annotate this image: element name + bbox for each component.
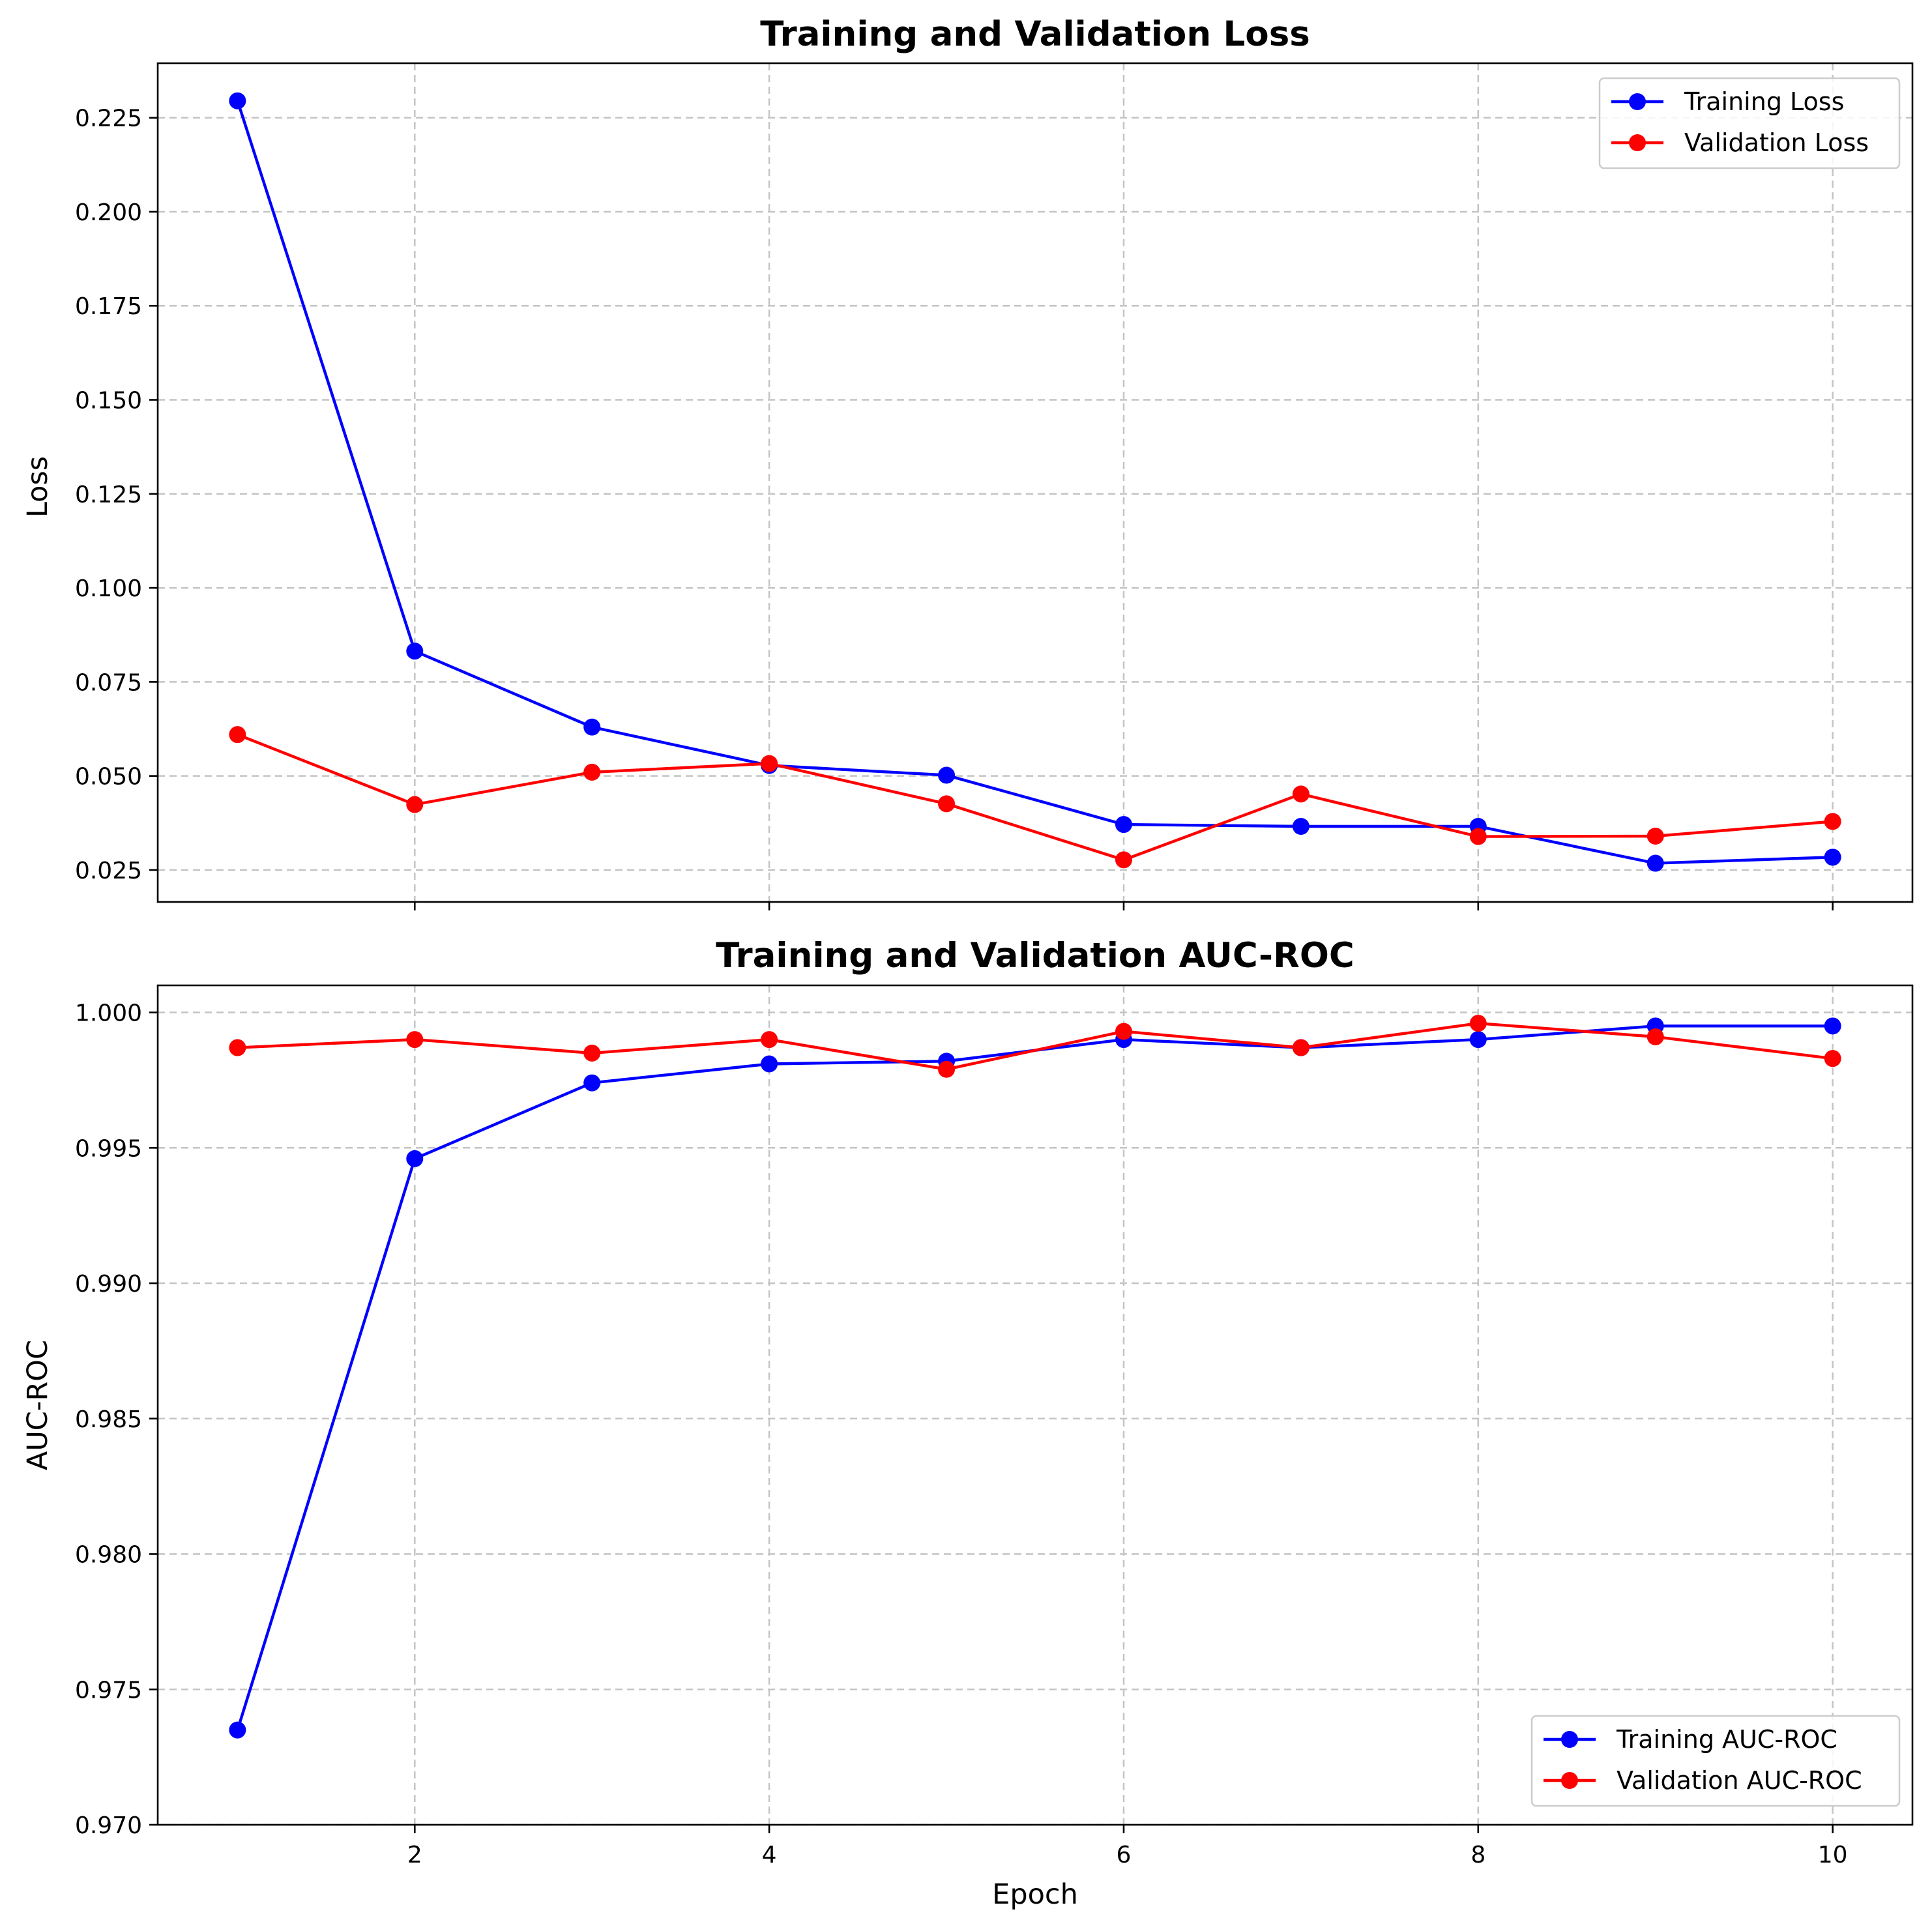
loss-y-tick-label: 0.100 bbox=[75, 575, 142, 602]
auc-roc-y-tick-label: 1.000 bbox=[75, 1000, 142, 1027]
training-loss-point bbox=[583, 718, 601, 736]
auc-roc-x-tick-label: 8 bbox=[1471, 1842, 1486, 1868]
training-loss-legend-marker bbox=[1629, 93, 1646, 110]
validation-loss-point bbox=[1647, 828, 1664, 845]
auc-roc-x-tick-label: 10 bbox=[1818, 1842, 1848, 1868]
validation-loss-legend-label: Validation Loss bbox=[1684, 128, 1869, 157]
validation-loss-legend-marker bbox=[1629, 134, 1646, 151]
validation-auc-roc-point bbox=[1824, 1050, 1841, 1067]
validation-auc-roc-series bbox=[229, 1015, 1841, 1078]
auc-roc-x-tick-label: 2 bbox=[407, 1842, 422, 1868]
training-auc-roc-point bbox=[406, 1150, 424, 1167]
loss-legend: Training Loss Validation Loss bbox=[1598, 77, 1901, 169]
validation-auc-roc-point bbox=[761, 1031, 778, 1049]
loss-y-tick-label: 0.050 bbox=[75, 764, 142, 791]
loss-y-tick-label: 0.200 bbox=[75, 199, 142, 226]
auc-roc-y-tick-label: 0.990 bbox=[75, 1271, 142, 1298]
validation-auc-roc-point bbox=[406, 1031, 424, 1049]
training-auc-roc-point bbox=[1824, 1017, 1841, 1035]
loss-y-tick-label: 0.225 bbox=[75, 106, 142, 132]
training-auc-roc-legend-marker bbox=[1561, 1731, 1578, 1748]
auc-roc-y-tick-label: 0.975 bbox=[75, 1677, 142, 1704]
validation-loss-point bbox=[406, 796, 424, 813]
training-auc-roc-point bbox=[1469, 1031, 1487, 1049]
validation-auc-roc-legend-marker bbox=[1561, 1772, 1578, 1789]
training-loss-point bbox=[1647, 854, 1664, 872]
training-loss-legend-label: Training Loss bbox=[1684, 87, 1844, 116]
auc-roc-x-tick-label: 6 bbox=[1117, 1842, 1132, 1868]
loss-y-axis-label: Loss bbox=[22, 456, 54, 517]
training-loss-point bbox=[938, 766, 956, 784]
validation-loss-point bbox=[583, 763, 601, 781]
loss-legend-box bbox=[1598, 77, 1901, 169]
validation-auc-roc-point bbox=[1115, 1023, 1132, 1040]
training-loss-point bbox=[229, 92, 246, 109]
loss-axis-ticks: 0.025 0.050 0.075 0.100 0.125 0.150 0.175 0.200… bbox=[75, 106, 1834, 910]
loss-plot-frame bbox=[156, 62, 1914, 903]
loss-panel: Training and Validation Loss Loss 0.0250… bbox=[22, 14, 1914, 910]
loss-y-tick-label: 0.025 bbox=[75, 858, 142, 884]
validation-loss-legend-entry: Validation Loss bbox=[1611, 128, 1869, 157]
loss-series bbox=[229, 92, 1841, 872]
validation-loss-point bbox=[1115, 851, 1132, 869]
auc-roc-panel: Training and Validation AUC-ROC AUC-ROC … bbox=[22, 936, 1914, 1911]
auc-roc-y-tick-label: 0.970 bbox=[75, 1812, 142, 1839]
validation-auc-roc-point bbox=[938, 1060, 956, 1078]
training-loss-point bbox=[1824, 849, 1841, 866]
loss-y-tick-label: 0.125 bbox=[75, 482, 142, 508]
auc-roc-series bbox=[229, 1015, 1841, 1739]
training-loss-point bbox=[406, 643, 424, 660]
validation-auc-roc-point bbox=[1647, 1028, 1664, 1045]
validation-auc-roc-point bbox=[1292, 1039, 1310, 1056]
auc-roc-chart-title: Training and Validation AUC-ROC bbox=[716, 936, 1354, 976]
auc-roc-y-tick-label: 0.985 bbox=[75, 1406, 142, 1433]
training-auc-roc-point bbox=[229, 1721, 246, 1739]
training-loss-point bbox=[1115, 816, 1132, 834]
validation-loss-point bbox=[1469, 828, 1487, 845]
training-loss-line bbox=[236, 100, 1833, 865]
training-auc-roc-legend-label: Training AUC-ROC bbox=[1616, 1725, 1837, 1754]
training-loss-point bbox=[1292, 817, 1310, 835]
validation-loss-line bbox=[237, 733, 1833, 862]
loss-y-tick-label: 0.175 bbox=[75, 293, 142, 320]
validation-auc-roc-point bbox=[229, 1039, 246, 1056]
auc-roc-y-axis-label: AUC-ROC bbox=[22, 1340, 54, 1470]
training-auc-roc-legend-entry: Training AUC-ROC bbox=[1544, 1725, 1837, 1754]
training-auc-roc-point bbox=[761, 1055, 778, 1073]
validation-auc-roc-legend-entry: Validation AUC-ROC bbox=[1544, 1766, 1862, 1795]
auc-roc-y-tick-label: 0.995 bbox=[75, 1135, 142, 1162]
validation-auc-roc-point bbox=[583, 1044, 601, 1062]
validation-auc-roc-line bbox=[237, 1021, 1833, 1071]
auc-roc-legend-box bbox=[1530, 1715, 1901, 1807]
loss-chart-title: Training and Validation Loss bbox=[760, 14, 1310, 54]
validation-loss-series bbox=[229, 726, 1841, 869]
training-auc-roc-point bbox=[583, 1074, 601, 1092]
auc-roc-axis-ticks: 2 4 6 8 10 0.970 0.975 0.980 0.985 0.990 0.995 1.00… bbox=[75, 1000, 1848, 1868]
validation-loss-point bbox=[761, 755, 778, 772]
loss-y-tick-label: 0.075 bbox=[75, 669, 142, 696]
auc-roc-x-tick-label: 4 bbox=[762, 1842, 777, 1868]
auc-roc-plot-frame bbox=[156, 984, 1914, 1826]
validation-loss-point bbox=[1824, 813, 1841, 830]
validation-auc-roc-legend-label: Validation AUC-ROC bbox=[1617, 1766, 1862, 1795]
training-loss-series bbox=[229, 92, 1841, 872]
training-loss-legend-entry: Training Loss bbox=[1611, 87, 1844, 116]
validation-loss-point bbox=[1292, 785, 1310, 803]
validation-auc-roc-point bbox=[1469, 1015, 1487, 1032]
auc-roc-legend: Training AUC-ROC Validation AUC-ROC bbox=[1530, 1715, 1901, 1807]
validation-loss-point bbox=[938, 795, 956, 813]
auc-roc-y-tick-label: 0.980 bbox=[75, 1542, 142, 1569]
validation-loss-point bbox=[229, 726, 246, 744]
x-axis-label-epoch: Epoch bbox=[992, 1878, 1078, 1911]
loss-y-tick-label: 0.150 bbox=[75, 388, 142, 414]
